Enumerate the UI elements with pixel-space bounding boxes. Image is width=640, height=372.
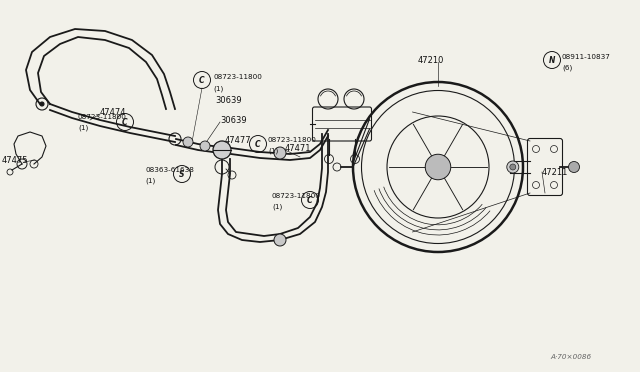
Text: 47475: 47475: [2, 155, 29, 164]
Text: 08723-11800: 08723-11800: [213, 74, 262, 80]
Circle shape: [274, 147, 286, 159]
Text: (1): (1): [78, 125, 88, 131]
Circle shape: [274, 234, 286, 246]
Circle shape: [40, 102, 44, 106]
Text: (6): (6): [562, 65, 572, 71]
Circle shape: [425, 154, 451, 180]
Text: C: C: [199, 76, 205, 84]
Text: 47211: 47211: [542, 167, 568, 176]
Text: C: C: [307, 196, 313, 205]
Text: 08723-11800: 08723-11800: [268, 137, 317, 143]
Text: 47471: 47471: [285, 144, 312, 153]
Circle shape: [200, 141, 210, 151]
Text: C: C: [122, 118, 128, 126]
Text: (1): (1): [213, 86, 223, 92]
Text: 08723-11800: 08723-11800: [78, 114, 127, 120]
Text: 08363-61638: 08363-61638: [145, 167, 194, 173]
Text: 47210: 47210: [418, 55, 444, 64]
Text: 30639: 30639: [220, 115, 246, 125]
Text: S: S: [179, 170, 185, 179]
Text: 47477: 47477: [225, 135, 252, 144]
Text: (1): (1): [268, 148, 278, 154]
Text: C: C: [255, 140, 261, 148]
Text: 08723-11800: 08723-11800: [272, 193, 321, 199]
Text: 08911-10837: 08911-10837: [562, 54, 611, 60]
Text: A·70×0086: A·70×0086: [550, 354, 591, 360]
Text: 30639: 30639: [215, 96, 242, 105]
Circle shape: [213, 141, 231, 159]
Circle shape: [507, 161, 519, 173]
Circle shape: [568, 161, 579, 173]
Text: N: N: [549, 55, 555, 64]
Circle shape: [510, 164, 516, 170]
Text: 47474: 47474: [100, 108, 127, 116]
Text: (1): (1): [272, 204, 282, 210]
Circle shape: [183, 137, 193, 147]
Text: (1): (1): [145, 178, 156, 184]
